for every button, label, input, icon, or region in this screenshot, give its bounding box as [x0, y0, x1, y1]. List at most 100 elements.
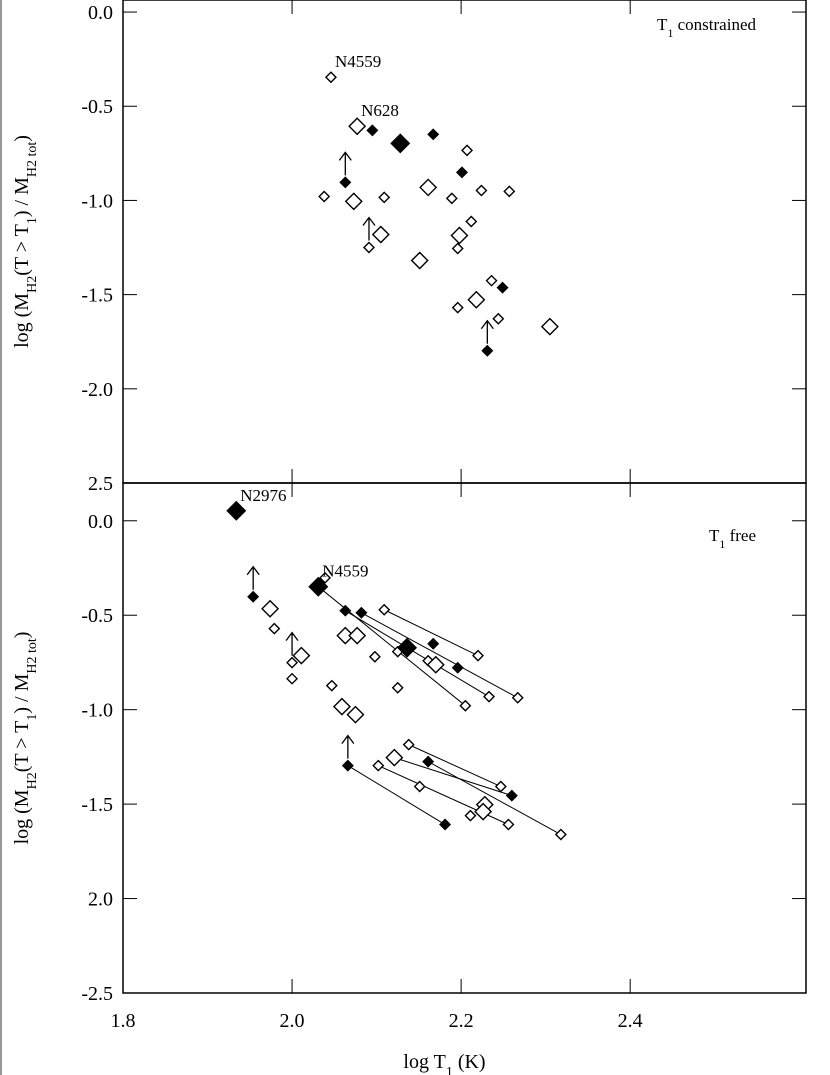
data-point [422, 755, 435, 768]
y-axis-label-part: H2 [25, 772, 40, 789]
y-tick-label: 0.0 [88, 2, 113, 24]
y-axis-label-part: ) / M [11, 673, 33, 713]
y-axis-label-part: ) [11, 135, 33, 142]
data-point [485, 274, 498, 287]
data-point [481, 344, 494, 357]
data-point [286, 672, 299, 685]
data-point [450, 226, 469, 245]
data-point [390, 133, 411, 154]
limit-arrow [362, 216, 376, 241]
connector [361, 612, 518, 699]
data-point [461, 144, 474, 157]
y-tick-label: 0.0 [88, 511, 113, 533]
data-point [505, 789, 518, 802]
data-point [451, 661, 464, 674]
data-point [368, 650, 381, 663]
connector [347, 765, 446, 825]
data-point [503, 185, 516, 198]
data-point [355, 606, 368, 619]
y-axis-label-part: log (M [11, 293, 33, 348]
data-point [344, 192, 363, 211]
x-axis-label-part: (K) [453, 1051, 486, 1073]
data-point [371, 225, 390, 244]
data-point [362, 241, 375, 254]
y-axis-label-part: ) [11, 632, 33, 639]
connector [394, 757, 512, 797]
y-axis-label-part: ) / M [11, 177, 33, 217]
x-tick-label: 2.2 [449, 1010, 474, 1032]
data-point [391, 681, 404, 694]
data-point [426, 655, 445, 674]
data-point [336, 626, 355, 645]
data-point [459, 699, 472, 712]
data-point [385, 748, 404, 767]
limit-arrow [285, 631, 299, 656]
data-point [492, 312, 505, 325]
y-axis-label-part: H2 [25, 276, 40, 293]
data-point [341, 759, 354, 772]
y-axis-label-part: H2 tot [25, 142, 40, 178]
data-point [496, 281, 509, 294]
data-point [378, 603, 391, 616]
data-point [494, 780, 507, 793]
data-point [445, 192, 458, 205]
data-point [455, 166, 468, 179]
data-point [540, 317, 559, 336]
y-tick-label: -1.0 [81, 700, 113, 722]
panel-annotation-part: constrained [673, 15, 756, 34]
panel-annotation: T1 free [709, 526, 756, 551]
data-point [467, 290, 486, 309]
connector [408, 744, 502, 787]
data-point [464, 809, 477, 822]
x-axis-label: log T1 (K) [403, 1051, 485, 1075]
data-point [413, 780, 426, 793]
data-point [346, 705, 365, 724]
data-point [308, 576, 329, 597]
y-axis-label-part: 1 [25, 714, 40, 721]
y-tick-label: -1.5 [81, 285, 113, 307]
y-axis-label-part: H2 tot [25, 638, 40, 674]
data-point [226, 500, 247, 521]
point-label: N628 [361, 101, 399, 120]
y-axis-label-part: 1 [25, 217, 40, 224]
y-axis-label-part: log (M [11, 789, 33, 844]
data-point [339, 176, 352, 189]
data-point [332, 697, 351, 716]
y-tick-label: -1.0 [81, 190, 113, 212]
data-point [451, 242, 464, 255]
panel-annotation-part: T [657, 15, 668, 34]
limit-arrow [341, 734, 355, 759]
data-point [474, 802, 493, 821]
data-point [483, 690, 496, 703]
x-tick-label: 2.4 [618, 1010, 643, 1032]
connector [383, 609, 479, 657]
data-point [402, 738, 415, 751]
y-tick-label: 2.0 [88, 889, 113, 911]
connector [345, 610, 490, 698]
x-axis-label-part: log T [403, 1051, 445, 1073]
x-axis-label-part: 1 [446, 1065, 453, 1075]
plot-frame [122, 482, 807, 994]
data-point [324, 71, 337, 84]
data-point [475, 184, 488, 197]
point-label: N4559 [335, 52, 381, 71]
data-point [325, 679, 338, 692]
panel-annotation-part: 1 [719, 537, 725, 551]
y-tick-label: -0.5 [81, 605, 113, 627]
connector [317, 586, 466, 707]
y-axis-label-part: (T > T [11, 224, 33, 276]
panel-annotation-part: 1 [667, 26, 673, 40]
plot-frame [122, 0, 807, 484]
data-point [339, 604, 352, 617]
y-tick-label: -0.5 [81, 96, 113, 118]
y-axis-label-part: (T > T [11, 721, 33, 773]
data-point [419, 178, 438, 197]
point-label: N4559 [322, 562, 368, 581]
y-tick-label: -2.0 [81, 379, 113, 401]
y-axis-label: log (MH2(T > T1) / MH2 tot) [11, 632, 40, 845]
y-tick-label: -1.5 [81, 794, 113, 816]
data-point [292, 646, 311, 665]
data-point [439, 818, 452, 831]
data-point [286, 656, 299, 669]
